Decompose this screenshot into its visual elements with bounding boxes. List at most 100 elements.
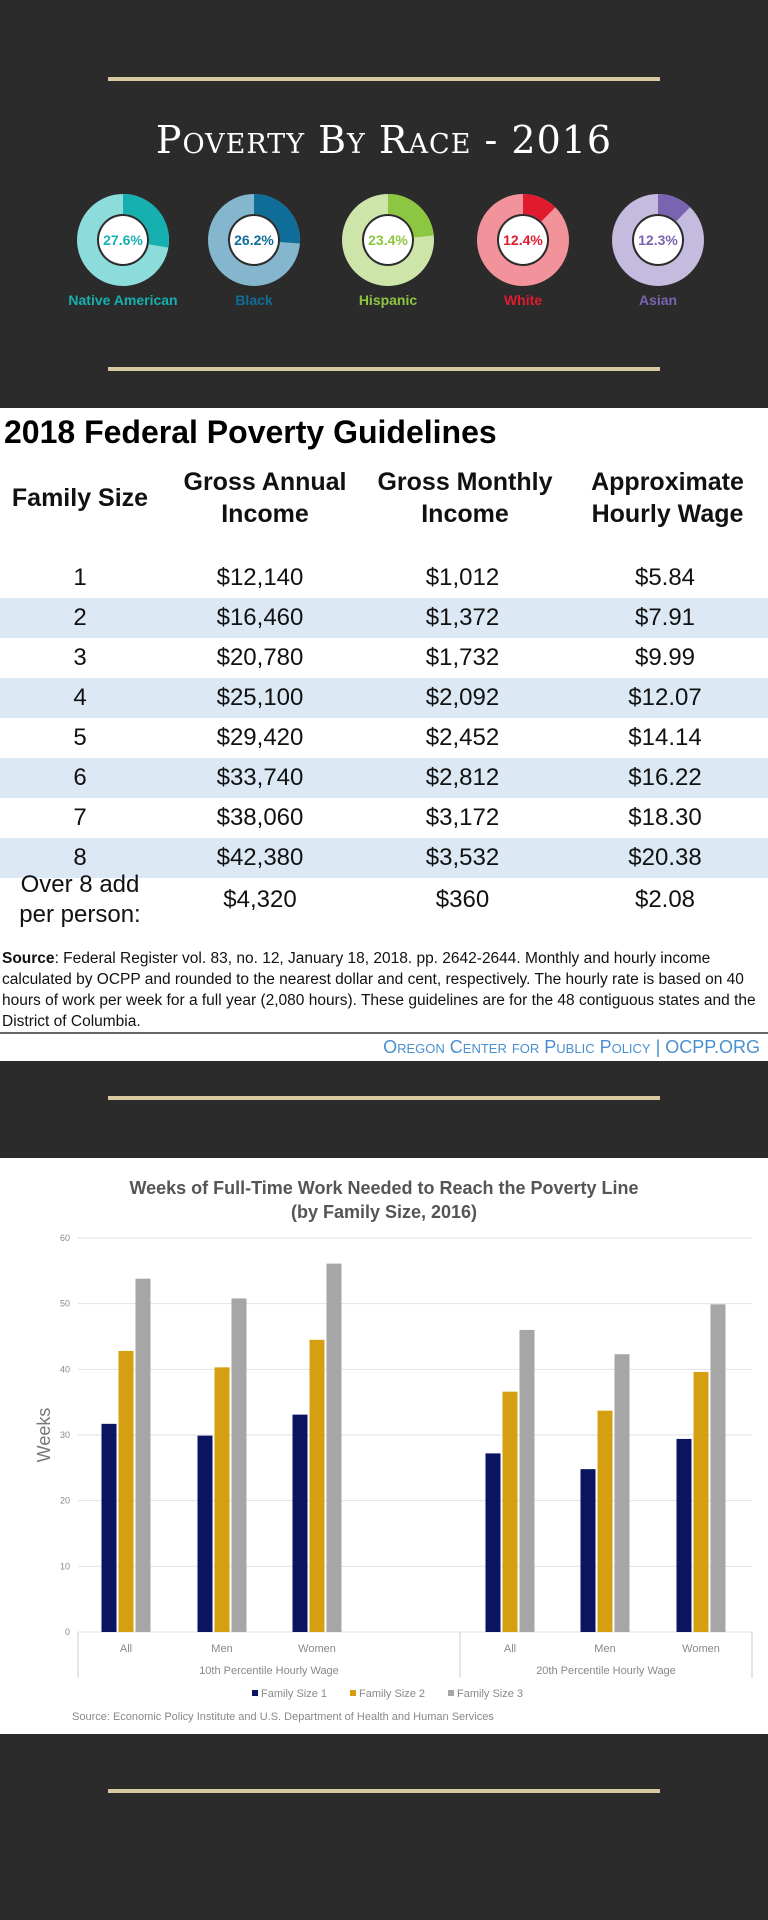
cell-monthly: $2,452 bbox=[425, 724, 500, 751]
donut-asian: 12.3% Asian bbox=[583, 194, 733, 308]
donut-group-label: Asian bbox=[638, 292, 678, 308]
bar bbox=[326, 1263, 342, 1632]
header-gross-annual: Gross Annual Income bbox=[183, 468, 347, 528]
bar bbox=[197, 1435, 213, 1632]
donut-group-label: Hispanic bbox=[358, 292, 418, 308]
donut-slice bbox=[342, 194, 434, 286]
y-tick-label: 60 bbox=[60, 1233, 70, 1243]
guidelines-source-note: Source: Federal Register vol. 83, no. 12… bbox=[2, 950, 756, 1030]
donut-group-label: White bbox=[503, 292, 543, 308]
x-tick-label: Men bbox=[594, 1643, 615, 1655]
donut-native-american: 27.6% Native American bbox=[48, 194, 198, 308]
legend-swatch bbox=[252, 1690, 258, 1696]
y-tick-label: 0 bbox=[65, 1627, 70, 1637]
chart-title: Weeks of Full-Time Work Needed to Reach … bbox=[129, 1178, 638, 1198]
ocpp-credit: Oregon Center for Public Policy | OCPP.O… bbox=[383, 1037, 760, 1057]
cell-hourly: $9.99 bbox=[634, 644, 696, 671]
bar bbox=[597, 1410, 613, 1632]
donut-group-label: Black bbox=[235, 292, 273, 308]
y-axis-label: Weeks bbox=[34, 1408, 54, 1463]
donut-percent-label: 12.4% bbox=[503, 232, 543, 248]
donut-percent-label: 27.6% bbox=[103, 232, 143, 248]
cell-hourly: $5.84 bbox=[634, 564, 696, 591]
table-row: 3 $20,780 $1,732 $9.99 bbox=[0, 638, 768, 678]
middle-divider bbox=[108, 1096, 660, 1100]
cell-hourly: $14.14 bbox=[628, 724, 702, 751]
y-tick-label: 50 bbox=[60, 1299, 70, 1309]
donut-percent-label: 26.2% bbox=[234, 232, 274, 248]
cell-hourly: $20.38 bbox=[628, 844, 702, 871]
donut-center bbox=[99, 216, 147, 264]
table-row: 6 $33,740 $2,812 $16.22 bbox=[0, 758, 768, 798]
x-tick-label: Women bbox=[298, 1643, 336, 1655]
bar bbox=[693, 1371, 709, 1632]
donut-slice bbox=[477, 194, 569, 286]
cell-size: 1 bbox=[73, 564, 87, 591]
cell-size: 2 bbox=[73, 604, 87, 631]
table-row: 2 $16,460 $1,372 $7.91 bbox=[0, 598, 768, 638]
cell-monthly: $3,532 bbox=[425, 844, 500, 871]
cell-size: 3 bbox=[73, 644, 87, 671]
x-group-label: 20th Percentile Hourly Wage bbox=[536, 1665, 676, 1677]
bar bbox=[580, 1469, 596, 1632]
donut-slice bbox=[77, 194, 169, 286]
cell-monthly: $360 bbox=[435, 886, 490, 913]
cell-annual: $16,460 bbox=[216, 604, 304, 631]
donut-slice bbox=[612, 194, 704, 286]
guidelines-title: 2018 Federal Poverty Guidelines bbox=[4, 414, 497, 450]
x-tick-label: All bbox=[504, 1643, 516, 1655]
cell-annual: $33,740 bbox=[216, 764, 304, 791]
bar bbox=[614, 1354, 630, 1632]
table-row: 7 $38,060 $3,172 $18.30 bbox=[0, 798, 768, 838]
cell-hourly: $7.91 bbox=[634, 604, 696, 631]
cell-monthly: $3,172 bbox=[425, 804, 500, 831]
cell-monthly: $1,732 bbox=[425, 644, 500, 671]
y-tick-label: 20 bbox=[60, 1496, 70, 1506]
donut-hispanic: 23.4% Hispanic bbox=[313, 194, 463, 308]
table-bottom-rule bbox=[0, 1032, 768, 1034]
bar bbox=[292, 1414, 308, 1632]
cell-annual: $12,140 bbox=[216, 564, 304, 591]
table-row-over-8: Over 8 add per person: $4,320 $360 $2.08 bbox=[0, 868, 768, 932]
weeks-bar-chart: Weeks of Full-Time Work Needed to Reach … bbox=[34, 1178, 753, 1723]
table-row: 4 $25,100 $2,092 $12.07 bbox=[0, 678, 768, 718]
bar bbox=[519, 1329, 535, 1632]
cell-size: 7 bbox=[73, 804, 87, 831]
bar bbox=[231, 1298, 247, 1632]
donut-slice bbox=[208, 194, 300, 286]
cell-hourly: $12.07 bbox=[628, 684, 702, 711]
donut-group-label: Native American bbox=[68, 292, 178, 308]
bottom-divider bbox=[108, 1789, 660, 1793]
cell-monthly: $1,012 bbox=[425, 564, 500, 591]
y-tick-label: 30 bbox=[60, 1430, 70, 1440]
cell-size: 8 bbox=[73, 844, 87, 871]
x-tick-label: All bbox=[120, 1643, 132, 1655]
cell-size: 5 bbox=[73, 724, 87, 751]
cell-annual: $20,780 bbox=[216, 644, 304, 671]
bar bbox=[101, 1423, 117, 1632]
donut-center bbox=[499, 216, 547, 264]
y-tick-label: 10 bbox=[60, 1561, 70, 1571]
weeks-chart-panel: Weeks of Full-Time Work Needed to Reach … bbox=[0, 1158, 768, 1734]
legend-label: Family Size 1 bbox=[261, 1688, 327, 1700]
donut-percent-label: 12.3% bbox=[638, 232, 678, 248]
cell-monthly: $1,372 bbox=[425, 604, 500, 631]
y-tick-label: 40 bbox=[60, 1364, 70, 1374]
x-group-label: 10th Percentile Hourly Wage bbox=[199, 1665, 339, 1677]
poverty-guidelines-panel: 2018 Federal Poverty Guidelines Family S… bbox=[0, 408, 768, 1061]
donut-center bbox=[364, 216, 412, 264]
bar bbox=[118, 1350, 134, 1632]
top-divider-1 bbox=[108, 77, 660, 81]
race-section-title: Poverty By Race - 2016 bbox=[155, 118, 613, 162]
cell-annual: $38,060 bbox=[216, 804, 304, 831]
donut-center bbox=[634, 216, 682, 264]
bar bbox=[485, 1453, 501, 1632]
table-row: 8 $42,380 $3,532 $20.38 bbox=[0, 838, 768, 878]
cell-hourly: $18.30 bbox=[628, 804, 702, 831]
table-row: 5 $29,420 $2,452 $14.14 bbox=[0, 718, 768, 758]
cell-monthly: $2,092 bbox=[425, 684, 500, 711]
chart-subtitle: (by Family Size, 2016) bbox=[291, 1202, 477, 1222]
top-divider-2 bbox=[108, 367, 660, 371]
cell-annual: $29,420 bbox=[216, 724, 304, 751]
header-family-size: Family Size bbox=[11, 484, 149, 512]
